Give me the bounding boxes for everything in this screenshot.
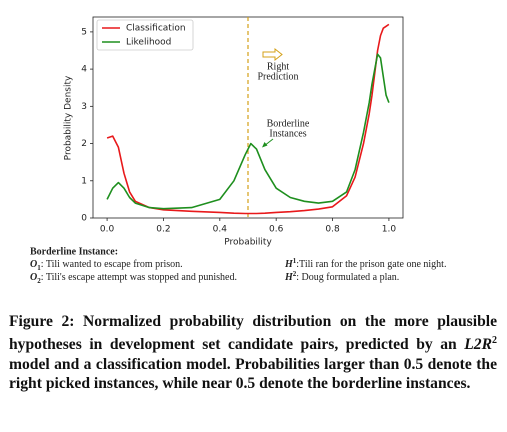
example-heading: Borderline Instance: [30, 246, 118, 257]
model-sup: 2 [492, 335, 497, 347]
figure: Probability Probability Density Borderli… [30, 16, 446, 285]
annotation-arrowhead [262, 142, 268, 148]
series-line [106, 23, 390, 215]
x-tick-label: 0.4 [213, 225, 228, 235]
y-tick-label: 5 [81, 27, 87, 37]
legend-box [96, 19, 194, 51]
index: 2 [293, 270, 297, 278]
y-tick-label: 1 [81, 176, 87, 186]
x-axis-label: Probability [224, 238, 272, 248]
index: 1 [293, 257, 297, 265]
annotation: Instances [269, 128, 306, 139]
example-line: O2: Tili's escape attempt was stopped an… [30, 272, 237, 284]
index: 1 [37, 264, 41, 272]
model-name: L2R [464, 336, 492, 354]
caption: Figure 2: Normalized probability distrib… [9, 312, 497, 393]
example-line: H2: Doug formulated a plan. [284, 270, 399, 284]
example-line: H1:Tili ran for the prison gate one nigh… [284, 257, 446, 271]
right-arrow [262, 47, 283, 62]
symbol: H [284, 272, 294, 283]
x-tick-label: 0.8 [325, 225, 340, 235]
x-tick-label: 0.0 [100, 225, 115, 235]
x-tick-label: 0.2 [156, 225, 170, 235]
example-line: O1: Tili wanted to escape from prison. [30, 259, 183, 271]
y-tick-label: 4 [81, 65, 87, 75]
symbol: O [30, 272, 37, 283]
caption-text: Figure 2: Normalized probability distrib… [9, 313, 497, 354]
example-text: :Tili ran for the prison gate one night. [296, 259, 446, 270]
y-tick-label: 3 [81, 102, 87, 112]
index: 2 [37, 277, 41, 285]
y-tick-label: 0 [81, 214, 87, 224]
symbol: H [284, 259, 294, 270]
x-tick-label: 1.0 [382, 225, 397, 235]
series-line [106, 53, 390, 210]
legend-label: Classification [126, 24, 186, 34]
annotation: Right [267, 61, 289, 72]
y-axis-label: Probability Density [64, 75, 74, 160]
legend-label: Likelihood [126, 38, 171, 48]
example-text: : Tili's escape attempt was stopped and … [41, 272, 237, 283]
caption-text: model and a classification model. Probab… [9, 355, 497, 392]
example-text: : Tili wanted to escape from prison. [41, 259, 183, 270]
annotation: Borderline [267, 118, 310, 129]
y-tick-label: 2 [81, 139, 87, 149]
annotation: Prediction [257, 71, 298, 82]
example-text: : Doug formulated a plan. [296, 272, 399, 283]
symbol: O [30, 259, 37, 270]
x-tick-label: 0.6 [269, 225, 284, 235]
